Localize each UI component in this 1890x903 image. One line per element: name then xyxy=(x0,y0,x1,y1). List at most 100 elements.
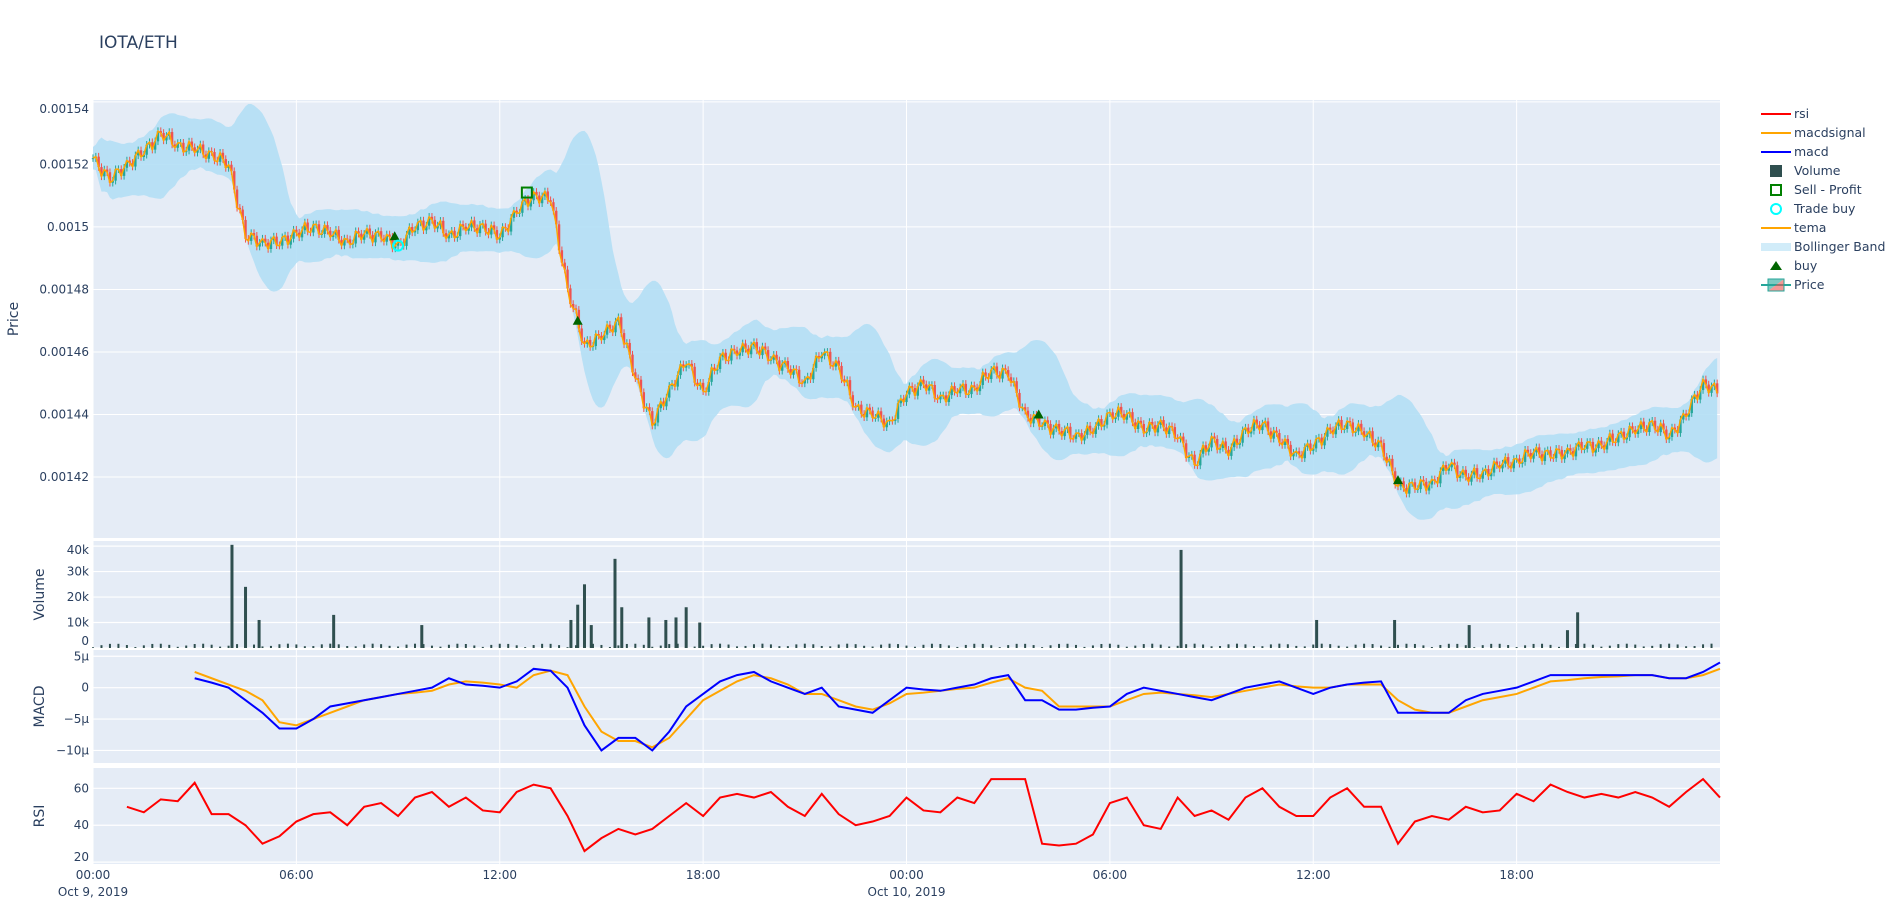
legend-item-macdsignal[interactable]: macdsignal xyxy=(1758,123,1885,142)
candle-body xyxy=(1173,427,1177,439)
candle-body xyxy=(535,191,538,196)
candle-body xyxy=(1662,423,1665,430)
volume-bar xyxy=(786,646,789,648)
candle-body xyxy=(281,237,284,246)
volume-bar xyxy=(1303,646,1306,648)
candle-body xyxy=(233,171,236,190)
candle-body xyxy=(882,418,886,428)
legend-item-price[interactable]: Price xyxy=(1758,275,1885,294)
volume-bar xyxy=(981,643,984,648)
candle-body xyxy=(1232,438,1236,448)
volume-bar xyxy=(1524,645,1527,648)
volume-bar xyxy=(230,544,234,648)
candle-body xyxy=(201,144,205,155)
candle-body xyxy=(1687,413,1691,417)
candle-body xyxy=(823,352,826,356)
candle-body xyxy=(1617,434,1620,443)
candle-body xyxy=(741,343,744,353)
bollinger-band xyxy=(93,103,1718,520)
candle-body xyxy=(100,167,103,177)
candle-body xyxy=(1625,437,1628,440)
candle-body xyxy=(1334,426,1338,435)
rsi-tick-label: 20 xyxy=(74,850,89,864)
candle-body xyxy=(1430,479,1434,485)
candle-body xyxy=(939,395,942,400)
legend-item-tema[interactable]: tema xyxy=(1758,218,1885,237)
candle-body xyxy=(1074,433,1078,439)
volume-bar xyxy=(1467,625,1471,648)
candle-body xyxy=(1006,370,1010,378)
volume-bar xyxy=(244,643,247,648)
legend-item-buy[interactable]: buy xyxy=(1758,256,1885,275)
candle-body xyxy=(944,395,948,403)
line-icon xyxy=(1758,104,1794,123)
volume-bar xyxy=(346,646,349,648)
volume-bar xyxy=(286,643,289,648)
candle-body xyxy=(1207,447,1210,452)
candle-body xyxy=(269,240,273,249)
candle-body xyxy=(1634,429,1637,435)
candle-body xyxy=(1631,426,1634,430)
volume-bar xyxy=(1473,647,1476,648)
legend-item-bollinger-band[interactable]: Bollinger Band xyxy=(1758,237,1885,256)
volume-bar xyxy=(1024,643,1027,648)
volume-bar xyxy=(219,646,222,648)
candle-body xyxy=(1362,431,1366,438)
legend-item-volume[interactable]: Volume xyxy=(1758,161,1885,180)
volume-bar xyxy=(1354,644,1357,648)
candle-body xyxy=(701,382,705,392)
candle-body xyxy=(1391,458,1394,472)
volume-bar xyxy=(727,644,730,648)
candle-body xyxy=(608,324,612,330)
candle-body xyxy=(860,404,863,414)
legend-item-rsi[interactable]: rsi xyxy=(1758,104,1885,123)
volume-bar xyxy=(210,644,213,648)
candle-body xyxy=(374,233,377,243)
legend-item-trade-buy[interactable]: Trade buy xyxy=(1758,199,1885,218)
volume-bar xyxy=(1108,643,1111,648)
legend-item-sell-profit[interactable]: Sell - Profit xyxy=(1758,180,1885,199)
bar-icon xyxy=(1758,161,1794,180)
macd-tick-label: −5µ xyxy=(64,712,90,726)
volume-bar xyxy=(812,644,815,648)
volume-bar xyxy=(837,644,840,648)
candle-body xyxy=(1512,459,1516,469)
volume-bar xyxy=(1066,643,1069,648)
volume-bar xyxy=(1337,645,1340,648)
candle-body xyxy=(467,227,470,231)
candle-body xyxy=(1060,430,1064,437)
candle-body xyxy=(1408,483,1411,494)
candle-body xyxy=(871,410,874,418)
candle-body xyxy=(566,269,569,289)
candle-body xyxy=(266,242,270,249)
candle-body xyxy=(1450,462,1453,468)
volume-bar xyxy=(1576,612,1580,648)
macd-axis-title: MACD xyxy=(32,686,48,728)
volume-bar xyxy=(888,643,891,648)
volume-bar xyxy=(1210,646,1213,648)
candle-body xyxy=(600,335,603,341)
candle-body xyxy=(1224,441,1227,450)
volume-bar xyxy=(1490,643,1493,648)
volume-bar xyxy=(1179,549,1183,648)
candle-body xyxy=(1221,441,1225,448)
volume-bar xyxy=(863,645,866,648)
candle-body xyxy=(1018,392,1021,408)
volume-bar xyxy=(1074,644,1077,648)
candle-body xyxy=(1261,423,1264,431)
candle-body xyxy=(1422,479,1425,482)
volume-bar xyxy=(337,644,340,648)
candlestick-icon xyxy=(1758,275,1794,294)
candle-body xyxy=(1345,421,1349,429)
candle-body xyxy=(1371,431,1374,443)
candle-body xyxy=(981,372,984,385)
candle-body xyxy=(492,225,496,231)
volume-bar xyxy=(1464,645,1467,648)
candle-body xyxy=(1320,437,1323,446)
volume-bar xyxy=(905,645,908,648)
candle-body xyxy=(1444,465,1448,471)
candle-body xyxy=(990,369,993,380)
legend-item-macd[interactable]: macd xyxy=(1758,142,1885,161)
candle-body xyxy=(693,366,696,383)
